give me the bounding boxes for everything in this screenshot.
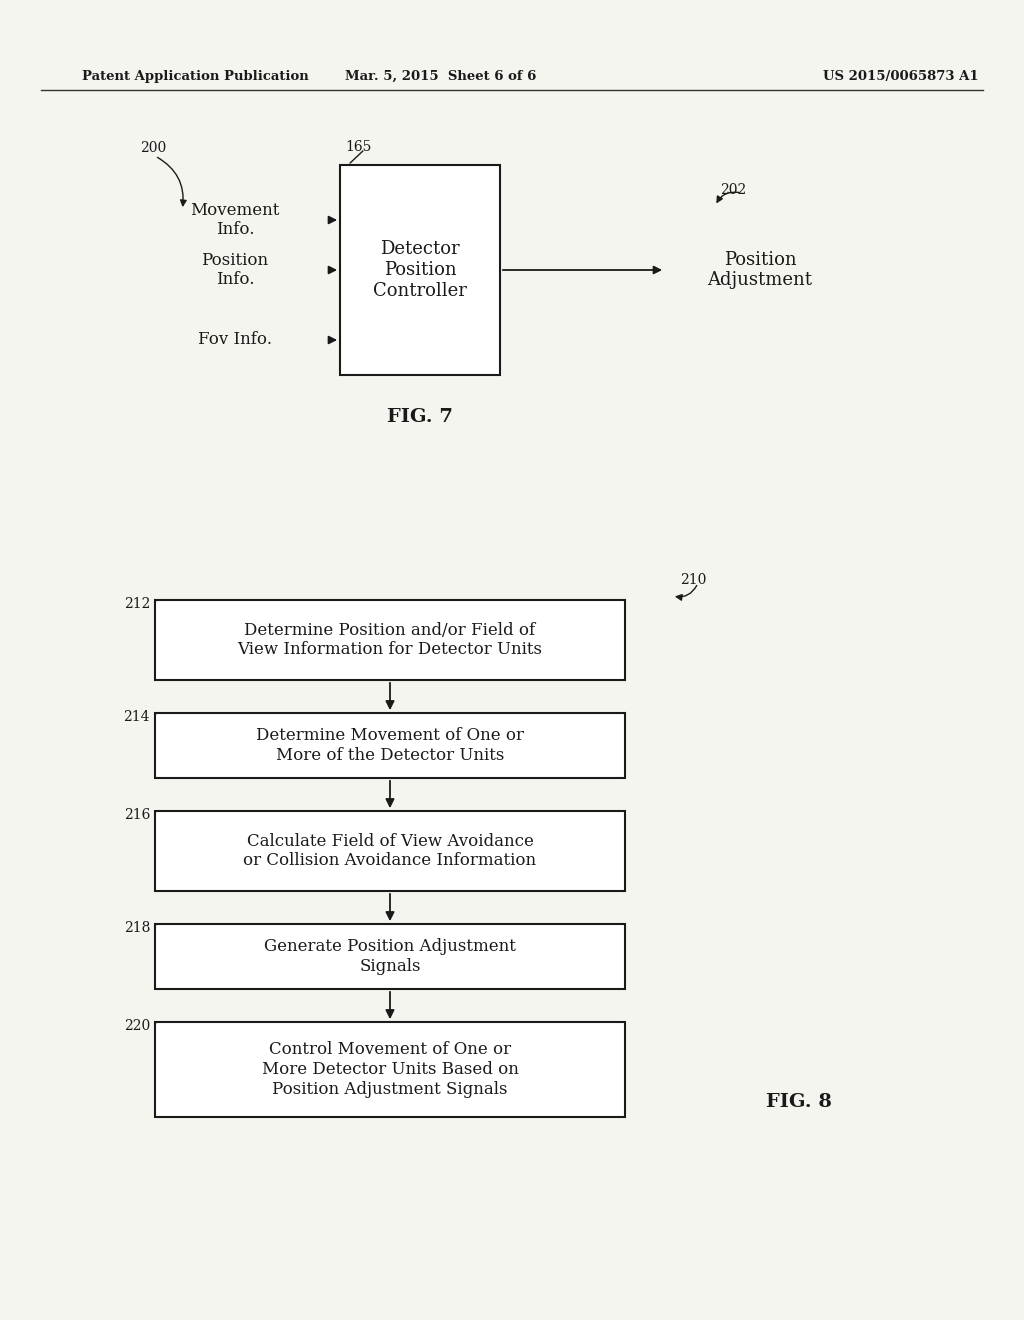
Text: 202: 202: [720, 183, 746, 197]
Text: Position
Adjustment: Position Adjustment: [708, 251, 812, 289]
Text: FIG. 7: FIG. 7: [387, 408, 453, 426]
Text: Determine Position and/or Field of
View Information for Detector Units: Determine Position and/or Field of View …: [238, 622, 543, 659]
Text: Control Movement of One or
More Detector Units Based on
Position Adjustment Sign: Control Movement of One or More Detector…: [261, 1041, 518, 1098]
Bar: [155, 713, 625, 777]
Bar: [155, 601, 625, 680]
Text: Patent Application Publication: Patent Application Publication: [82, 70, 308, 83]
Text: Mar. 5, 2015  Sheet 6 of 6: Mar. 5, 2015 Sheet 6 of 6: [345, 70, 536, 83]
Bar: [155, 1022, 625, 1117]
Text: Detector
Position
Controller: Detector Position Controller: [373, 240, 467, 300]
Text: 214: 214: [124, 710, 150, 723]
Text: FIG. 8: FIG. 8: [766, 1093, 831, 1111]
Text: 165: 165: [345, 140, 372, 154]
Text: Determine Movement of One or
More of the Detector Units: Determine Movement of One or More of the…: [256, 727, 524, 764]
Text: 216: 216: [124, 808, 150, 822]
Text: Position
Info.: Position Info.: [202, 252, 268, 288]
Text: 212: 212: [124, 597, 150, 611]
Text: Fov Info.: Fov Info.: [198, 331, 272, 348]
Text: 200: 200: [140, 141, 166, 154]
Text: 210: 210: [680, 573, 707, 587]
Text: 218: 218: [124, 921, 150, 935]
Text: 220: 220: [124, 1019, 150, 1034]
Text: US 2015/0065873 A1: US 2015/0065873 A1: [823, 70, 979, 83]
Bar: [155, 924, 625, 989]
Text: Movement
Info.: Movement Info.: [190, 202, 280, 239]
Bar: [340, 165, 500, 375]
Bar: [155, 810, 625, 891]
Text: Calculate Field of View Avoidance
or Collision Avoidance Information: Calculate Field of View Avoidance or Col…: [244, 833, 537, 870]
Text: Generate Position Adjustment
Signals: Generate Position Adjustment Signals: [264, 939, 516, 974]
